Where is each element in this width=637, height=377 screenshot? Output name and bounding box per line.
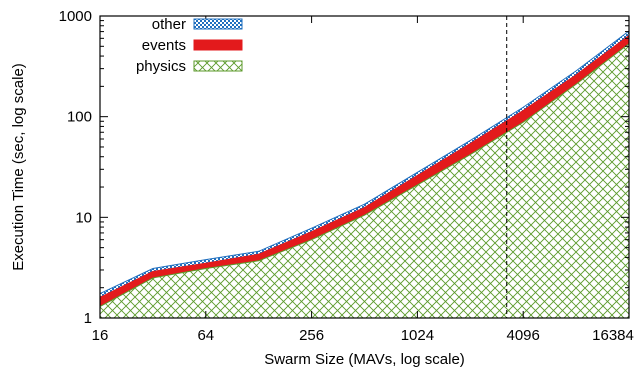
legend-label-other: other: [152, 16, 186, 33]
legend-swatch-other: [193, 18, 243, 30]
y-axis-label: Execution Time (sec, log scale): [10, 63, 27, 271]
x-tick-label: 16384: [592, 327, 634, 344]
y-axis: 1 10 100 1000: [59, 8, 629, 327]
x-tick-label: 64: [197, 327, 214, 344]
y-tick-label: 10: [75, 209, 92, 226]
x-axis: 16 64 256 1024 4096 16384: [92, 16, 634, 344]
x-tick-label: 16: [92, 327, 109, 344]
legend-swatch-physics: [193, 60, 243, 72]
legend-label-events: events: [142, 37, 186, 54]
y-tick-label: 1000: [59, 8, 92, 25]
y-tick-label: 1: [84, 310, 92, 327]
y-tick-label: 100: [67, 109, 92, 126]
x-tick-label: 256: [299, 327, 324, 344]
legend-swatch-events: [193, 39, 243, 51]
x-axis-label: Swarm Size (MAVs, log scale): [264, 351, 465, 368]
legend: other events physics: [136, 16, 243, 75]
plot-frame: [99, 15, 630, 319]
x-tick-label: 1024: [401, 327, 434, 344]
area-physics: [99, 42, 630, 319]
x-tick-label: 4096: [507, 327, 540, 344]
legend-label-physics: physics: [136, 58, 186, 75]
